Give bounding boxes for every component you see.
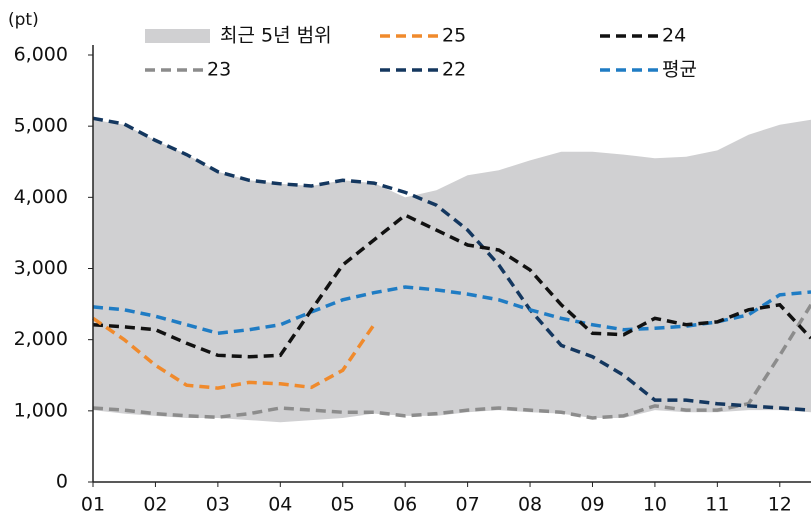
legend-label: 24: [662, 25, 686, 47]
series-line: [92, 116, 811, 412]
x-tick-label: 10: [643, 494, 667, 516]
x-tick-label: 02: [143, 494, 167, 516]
x-tick-label: 08: [518, 494, 542, 516]
y-tick-label: 2,000: [14, 328, 68, 350]
x-tick-label: 03: [206, 494, 230, 516]
legend-label: 최근 5년 범위: [220, 25, 332, 47]
x-tick-label: 04: [268, 494, 292, 516]
legend-label: 평균: [662, 59, 697, 81]
legend-label: 22: [442, 59, 466, 81]
range-area: [93, 119, 811, 423]
y-tick-label: 4,000: [14, 186, 68, 208]
legend-swatch: [145, 29, 210, 43]
x-tick-label: 11: [705, 494, 729, 516]
x-tick-label: 05: [331, 494, 355, 516]
y-axis-label: (pt): [8, 10, 39, 30]
series-line: [92, 303, 811, 420]
series-line: [92, 316, 376, 390]
series-line: [92, 213, 811, 359]
y-tick-label: 3,000: [14, 257, 68, 279]
x-tick-label: 09: [580, 494, 604, 516]
y-tick-label: 1,000: [14, 399, 68, 421]
x-tick-label: 01: [81, 494, 105, 516]
x-tick-label: 06: [393, 494, 417, 516]
x-tick-label: 12: [768, 494, 792, 516]
x-tick-label: 07: [456, 494, 480, 516]
legend-label: 23: [207, 59, 231, 81]
y-tick-label: 5,000: [14, 115, 68, 137]
y-tick-label: 0: [56, 471, 68, 493]
legend-label: 25: [442, 25, 466, 47]
y-tick-label: 6,000: [14, 44, 68, 66]
